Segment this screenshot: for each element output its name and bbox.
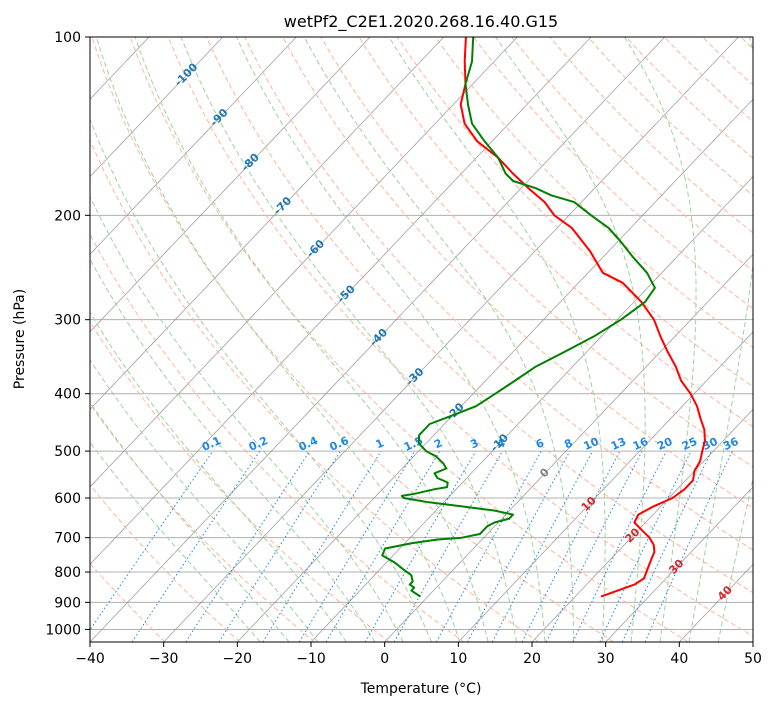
dry-adiabat [90, 562, 166, 642]
moist-adiabats [90, 37, 753, 642]
moist-adiabat [180, 37, 517, 642]
isotherm-line [90, 37, 518, 488]
dry-adiabat [90, 403, 316, 642]
mixing-ratio-label: 10 [582, 435, 602, 453]
isotherm-line [90, 37, 592, 566]
dry-adiabat [90, 233, 465, 642]
y-tick-label: 600 [54, 491, 81, 507]
mixing-ratio-line-20 [572, 450, 667, 642]
isotherm-line [679, 563, 753, 642]
isotherm-line [531, 408, 753, 642]
y-tick-label: 900 [54, 595, 81, 611]
x-tick-label: −10 [296, 651, 326, 667]
x-tick-label: −20 [223, 651, 253, 667]
x-axis-label: Temperature (°C) [360, 681, 482, 697]
moist-adiabat [388, 37, 606, 642]
y-tick-label: 500 [54, 444, 81, 460]
mixing-ratio-line-0.2 [131, 450, 261, 642]
temperature-profile [459, 37, 706, 598]
isotherm-line [0, 37, 2, 642]
isotherm-line [237, 98, 753, 642]
mixing-ratio-lines [90, 450, 733, 642]
mixing-ratio-line-36 [644, 450, 733, 642]
moist-adiabat [688, 37, 753, 642]
mixing-ratio-labels: 0.1 0.2 0.4 0.6 1 1.5 2 3 4 6 8 10 13 16 20 25 30 36 [200, 434, 741, 454]
moist-adiabat [90, 311, 347, 642]
y-tick-label: 100 [54, 30, 81, 46]
dry-adiabat [90, 320, 390, 642]
moist-adiabat [624, 37, 697, 642]
x-tick-label: 10 [449, 651, 467, 667]
mixing-ratio-line-1 [262, 450, 382, 642]
dry-adiabat [244, 37, 753, 551]
mixing-ratio-line-0.6 [218, 450, 341, 642]
x-tick-label: 40 [670, 651, 688, 667]
profile-series [381, 37, 706, 598]
x-tick-label: −40 [75, 651, 105, 667]
moist-adiabat [134, 37, 489, 642]
moist-adiabat [303, 37, 575, 642]
isotherm-line [384, 253, 753, 642]
moist-adiabat [90, 358, 319, 642]
isotherm-line [458, 331, 753, 642]
x-tick-label: 50 [744, 651, 762, 667]
x-tick-label: −30 [149, 651, 179, 667]
isotherm-line [752, 641, 753, 642]
dry-adiabat [90, 138, 540, 642]
moist-adiabat [90, 258, 376, 642]
moist-adiabat [495, 37, 646, 642]
dry-adiabat [205, 37, 753, 594]
y-tick-label: 800 [54, 565, 81, 581]
mixing-ratio-line-16 [545, 450, 643, 642]
mixing-ratio-label: 25 [680, 435, 699, 453]
y-tick-label: 200 [54, 208, 81, 224]
mixing-ratio-label: 13 [609, 435, 628, 453]
dry-adiabat [91, 37, 614, 642]
moist-adiabat [236, 37, 546, 642]
moist-adiabat [95, 37, 461, 642]
isotherm-line [163, 37, 739, 642]
y-tick-label: 300 [54, 313, 81, 329]
dry-adiabat [320, 37, 753, 468]
dry-adiabat [434, 37, 753, 349]
dry-adiabat [282, 37, 753, 509]
dry-adiabat [129, 37, 689, 642]
mixing-ratio-label: 20 [655, 435, 675, 453]
isotherm-line [90, 37, 445, 410]
x-tick-label: 30 [597, 651, 615, 667]
moist-adiabat [90, 441, 261, 642]
x-tick-label: 20 [523, 651, 541, 667]
dry-adiabat [167, 37, 753, 637]
dewpoint-profile [381, 37, 656, 598]
mixing-ratio-line-8 [467, 450, 571, 642]
isotherm-line [90, 37, 371, 333]
x-tick-label: 0 [380, 651, 389, 667]
skewed-isotherms [0, 37, 753, 642]
isotherm-line [90, 37, 666, 642]
mixing-ratio-line-6 [435, 450, 542, 642]
dry-adiabats [90, 37, 753, 642]
y-tick-label: 1000 [45, 622, 81, 638]
mixing-ratio-line-0.4 [185, 450, 311, 642]
axes-frame [89, 36, 754, 643]
mixing-ratio-label: 36 [721, 435, 741, 453]
moist-adiabat [90, 195, 404, 642]
moist-adiabat [717, 476, 753, 642]
mixing-ratio-line-0.1 [90, 450, 214, 631]
chart-title: wetPf2_C2E1.2020.268.16.40.G15 [284, 12, 558, 32]
y-tick-label: 700 [54, 531, 81, 547]
mixing-ratio-line-4 [393, 450, 503, 642]
mixing-ratio-line-1.5 [298, 450, 416, 642]
y-axis-label: Pressure (hPa) [12, 289, 28, 389]
y-tick-label: 400 [54, 387, 81, 403]
axes: −40 −30 −20 −10 0 10 20 30 40 50 100 200 300 400 500 60… [45, 30, 762, 667]
mixing-ratio-label: 16 [631, 435, 651, 453]
